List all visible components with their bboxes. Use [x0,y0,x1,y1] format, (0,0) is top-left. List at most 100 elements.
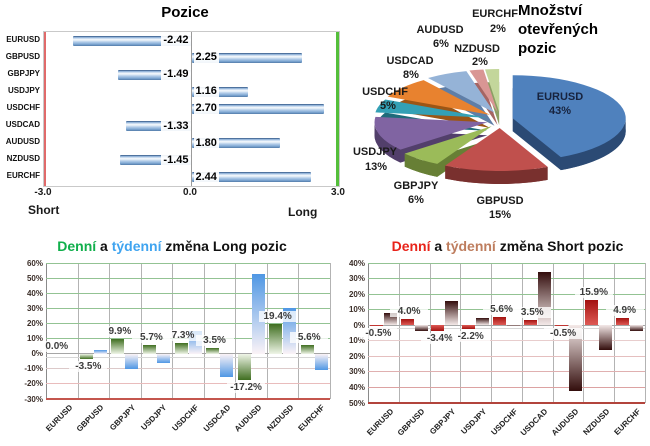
position-value-label: -1.45 [161,153,191,166]
row-label-EURCHF: EURCHF [6,171,40,181]
pie-pct-GBPJPY: 6% [408,194,424,206]
position-bar-NZDUSD [120,155,192,166]
pie-label-EURUSD: EURUSD [536,91,584,103]
pie-label-EURCHF: EURCHF [472,8,518,20]
grid-line-v [614,263,616,403]
y-tick-label: 50% [26,273,43,283]
pie-pct-GBPUSD: 15% [488,209,512,221]
title-part-3: změna Short pozic [495,238,624,254]
pie-pct-EURCHF: 2% [490,23,506,35]
grid-line-v [645,263,646,403]
value-label-AUDUSD: -17.2% [227,381,266,393]
grid-line-h [46,322,330,324]
value-label-USDCAD: 3.5% [195,335,234,347]
x-tick-max: 3.0 [331,187,345,198]
position-bar-USDCAD [126,121,192,132]
value-label-EURCHF: 4.9% [605,304,644,316]
value-label-EURCHF: 5.6% [290,332,329,344]
y-tick-label: -10% [24,364,43,374]
right-limit-line [336,32,339,186]
bar-weekly-USDJPY [156,353,170,363]
title-part-2: týdenní [446,238,496,254]
pie-pct-AUDUSD: 6% [433,38,449,50]
pie-slice-EURUSD [512,75,626,158]
bar-daily-AUDUSD [237,353,251,380]
bar-daily-EURCHF [616,317,630,326]
short-plot-layer: 40% 30% 20% 10% 0% 10% 20% 30% 40% 50% EURUSD GBPUS… [345,232,650,446]
y-tick-label: 20% [348,351,365,361]
y-tick-label: 10% [348,336,365,346]
pie-slice-GBPJPY [404,126,492,164]
bar-daily-USDCHF [174,342,188,354]
left-limit-line [44,32,46,186]
grid-line-v [330,263,331,399]
grid-line-h [46,307,330,309]
title-part-0: Denní [391,238,431,254]
bar-weekly-AUDUSD [568,325,582,391]
position-value-label: -1.49 [161,68,191,81]
pie-label-NZDUSD: NZDUSD [454,43,500,55]
grid-line-h [46,262,330,264]
long-chart-title: Denní a týdenní změna Long pozic [12,238,332,254]
position-bar-EURUSD [72,35,192,46]
value-label-NZDUSD: 19.4% [258,311,297,323]
pie-title-line-1: Množství [518,2,583,19]
title-part-0: Denní [57,238,97,254]
zero-shadow-line [46,356,330,358]
title-part-1: a [430,238,447,254]
bar-weekly-GBPJPY [445,301,459,326]
grid-line-h [368,340,645,342]
pie-slice-USDCHF [375,99,488,118]
bar-weekly-USDJPY [476,318,490,326]
grid-line-h [368,324,645,326]
pie-wall-GBPUSD [445,165,548,184]
grid-line-h [368,278,645,280]
long-plot-layer: 60% 50% 40% 30% 20% 10% 0% -10% -20% -30% EURUSD GB… [2,232,338,446]
x-tick-min: -3.0 [34,187,52,198]
bar-daily-USDJPY [142,345,156,354]
row-label-USDCHF: USDCHF [6,102,40,112]
grid-line-h [368,402,645,404]
grid-line-v [583,263,585,403]
y-tick-label: -20% [24,379,43,389]
y-tick-label: 40% [26,288,43,298]
grid-line-v [203,263,205,399]
title-part-3: změna Long pozic [161,238,287,254]
row-label-EURUSD: EURUSD [6,34,40,44]
positions-plot-area: -2.42 2.25 -1.49 1.16 2.70 -1.33 1.80 -1.45 2.44 [43,31,340,187]
grid-line-h [368,293,645,295]
open-positions-pie-chart: Množství otevřených pozic EURUSD 43% GBPUS… [353,0,650,230]
grid-line-v [46,263,47,399]
value-label-EURUSD: -0.5% [359,328,398,339]
value-label-USDJPY: -2.2% [451,330,490,342]
pie-label-USDJPY: USDJPY [352,146,398,158]
position-bar-GBPUSD [191,52,302,63]
position-value-label: -2.42 [161,34,191,46]
row-label-GBPUSD: GBPUSD [5,51,40,61]
bar-daily-EURCHF [300,345,314,354]
pie-slice-USDCAD [387,80,490,115]
pie-wall-GBPJPY [404,153,438,177]
pie-pct-NZDUSD: 2% [472,56,488,68]
position-bar-AUDUSD [191,138,280,149]
grid-line-v [491,263,493,403]
short-change-column-chart: Denní a týdenní změna Short pozic 40% 30%… [345,232,650,446]
row-label-GBPJPY: GBPJPY [7,68,40,78]
row-label-USDCAD: USDCAD [5,120,40,130]
y-tick-label: 30% [348,274,365,284]
title-part-2: týdenní [111,238,162,254]
bar-weekly-EURCHF [314,353,328,371]
bar-daily-GBPJPY [431,325,445,331]
grid-line-h [368,371,645,373]
bar-daily-AUDUSD [554,325,568,326]
bar-daily-USDJPY [462,325,476,329]
y-tick-label: 40% [348,258,365,268]
bar-daily-NZDUSD [269,324,283,354]
bar-weekly-EURCHF [630,325,644,331]
position-value-label: 1.80 [193,136,219,149]
pie-chart-title: Množství otevřených pozic [518,1,648,58]
y-tick-label: 10% [26,334,43,344]
position-bar-EURCHF [191,172,312,183]
row-label-NZDUSD: NZDUSD [6,154,40,164]
y-tick-label: -30% [24,394,43,404]
